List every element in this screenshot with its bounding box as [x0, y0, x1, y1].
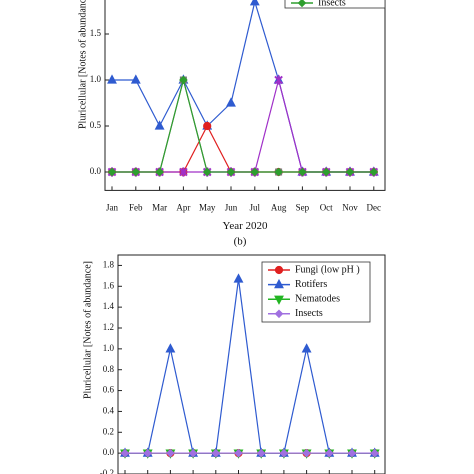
- marker: [107, 74, 117, 84]
- chart: 0.0 0.5 1.0 1.5 Jan Feb Mar Apr May Jun Jul Aug Sep O…: [77, 0, 386, 232]
- marker: [166, 448, 175, 458]
- x-tick-label: Jun: [225, 202, 238, 212]
- marker: [165, 343, 176, 353]
- marker: [345, 167, 355, 177]
- marker: [155, 167, 164, 177]
- marker: [203, 121, 212, 131]
- marker: [234, 448, 243, 458]
- y-tick-label: 1.5: [90, 28, 102, 38]
- x-tick-label: Oct: [320, 202, 333, 212]
- marker: [297, 0, 307, 8]
- y-axis-label: Pluricellular [Notes of abundance]: [77, 0, 88, 129]
- marker: [324, 448, 334, 458]
- y-tick-label: 1.4: [103, 301, 115, 311]
- marker: [143, 448, 153, 458]
- marker: [154, 120, 165, 130]
- plot-frame: [117, 254, 386, 474]
- series-line: [112, 77, 374, 173]
- series-line: [112, 77, 374, 173]
- marker: [274, 295, 284, 305]
- series-line: [112, 77, 374, 173]
- y-tick-label: 0.0: [90, 166, 102, 176]
- marker: [226, 167, 236, 177]
- y-tick-label: 0.2: [103, 426, 114, 436]
- plot-frame: [104, 0, 386, 191]
- x-tick-label: Mar: [152, 202, 167, 212]
- x-tick-label: Jan: [106, 202, 118, 212]
- y-tick-label: 1.8: [103, 259, 115, 269]
- x-axis-label: Year 2020: [222, 220, 268, 232]
- marker: [120, 448, 130, 458]
- marker: [226, 97, 236, 107]
- marker: [369, 167, 379, 177]
- marker: [188, 448, 198, 458]
- marker: [274, 167, 283, 177]
- y-axis-label: Pluricellular [Notes of abundance]: [82, 261, 93, 399]
- y-tick-label: 1.6: [103, 280, 115, 290]
- chart: -0.2 0.0 0.2 0.4 0.6 0.8 1.0 1.2 1.4 1.6 1.8 Pluric…: [82, 254, 386, 474]
- y-tick-label: 1.2: [103, 322, 114, 332]
- marker: [250, 167, 260, 177]
- marker: [301, 343, 312, 353]
- x-tick-label: Aug: [271, 202, 287, 212]
- x-tick-label: Jul: [250, 202, 261, 212]
- marker: [256, 448, 266, 458]
- marker: [274, 309, 284, 319]
- y-tick-label: 0.6: [103, 385, 115, 395]
- x-tick-label: Nov: [342, 202, 358, 212]
- y-tick-label: 0.5: [90, 120, 102, 130]
- marker: [107, 167, 117, 177]
- marker: [249, 0, 260, 6]
- y-tick-label: -0.2: [100, 468, 114, 474]
- marker: [211, 448, 221, 458]
- marker: [298, 167, 307, 177]
- x-tick-label: Feb: [129, 202, 143, 212]
- y-tick-label: 0.0: [103, 447, 115, 457]
- x-tick-label: May: [199, 202, 216, 212]
- y-tick-label: 1.0: [103, 343, 115, 353]
- marker: [179, 75, 188, 85]
- marker: [347, 448, 357, 458]
- legend-label: Fungi (low pH ): [295, 264, 360, 275]
- marker: [274, 75, 283, 85]
- marker: [130, 74, 141, 84]
- caption: (b): [234, 236, 247, 248]
- marker: [179, 167, 188, 177]
- marker: [370, 448, 380, 458]
- marker: [233, 273, 244, 283]
- legend-label: Nematodes: [295, 293, 340, 304]
- series-line: [112, 124, 374, 173]
- legend-label: Insects: [318, 0, 346, 8]
- y-tick-label: 0.4: [103, 405, 115, 415]
- x-tick-label: Sep: [296, 202, 310, 212]
- marker: [202, 167, 212, 177]
- y-tick-label: 0.8: [103, 364, 115, 374]
- marker: [131, 167, 141, 177]
- legend-box: [284, 0, 386, 9]
- legend-label: Insects: [295, 308, 323, 319]
- series-line: [112, 0, 374, 173]
- y-tick-label: 1.0: [90, 74, 102, 84]
- marker: [274, 265, 284, 275]
- marker: [302, 448, 311, 458]
- x-tick-label: Dec: [367, 202, 382, 212]
- marker: [274, 278, 284, 289]
- legend-label: Rotifers: [295, 279, 327, 290]
- marker: [321, 167, 331, 177]
- marker: [279, 448, 289, 458]
- x-tick-label: Apr: [176, 202, 190, 212]
